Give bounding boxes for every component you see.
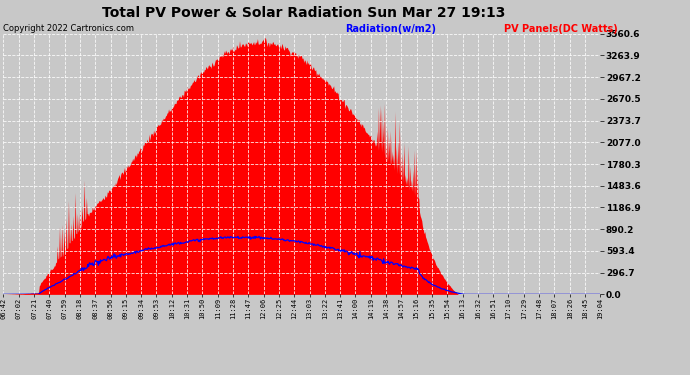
Text: Total PV Power & Solar Radiation Sun Mar 27 19:13: Total PV Power & Solar Radiation Sun Mar…	[102, 6, 505, 20]
Text: Copyright 2022 Cartronics.com: Copyright 2022 Cartronics.com	[3, 24, 135, 33]
Text: PV Panels(DC Watts): PV Panels(DC Watts)	[504, 24, 618, 34]
Text: Radiation(w/m2): Radiation(w/m2)	[345, 24, 436, 34]
